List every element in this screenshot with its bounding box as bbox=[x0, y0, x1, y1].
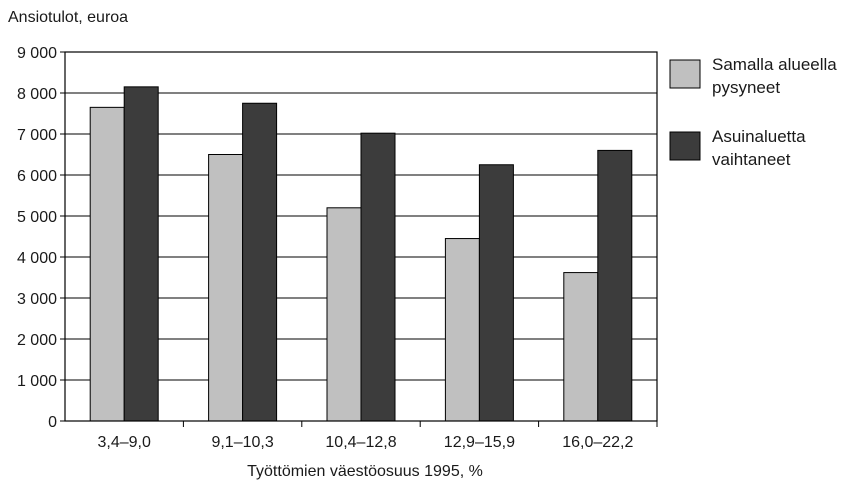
y-tick-label: 0 bbox=[48, 414, 57, 431]
y-axis-title: Ansiotulot, euroa bbox=[8, 9, 128, 26]
y-tick-label: 9 000 bbox=[17, 45, 57, 62]
y-tick-label: 5 000 bbox=[17, 209, 57, 226]
y-tick-label: 4 000 bbox=[17, 250, 57, 267]
x-axis-ticks: 3,4–9,0 9,1–10,3 10,4–12,8 12,9–15,9 16,0–22… bbox=[98, 421, 658, 451]
x-tick-label: 9,1–10,3 bbox=[211, 434, 273, 451]
legend-label: Samalla alueella bbox=[712, 55, 837, 74]
x-tick-label: 10,4–12,8 bbox=[325, 434, 396, 451]
plot-frame bbox=[64, 51, 658, 422]
bar bbox=[242, 102, 278, 422]
bar bbox=[89, 106, 125, 422]
legend-label: Asuinaluetta bbox=[712, 127, 806, 146]
bar bbox=[444, 238, 480, 422]
legend: Samalla alueella pysyneet Asuinaluetta vaih… bbox=[669, 55, 837, 169]
y-axis-ticks: 0 1 000 2 000 3 000 4 000 5 000 6 000 7 000 8 00… bbox=[17, 45, 65, 431]
y-tick-label: 2 000 bbox=[17, 332, 57, 349]
y-tick-label: 1 000 bbox=[17, 373, 57, 390]
bar bbox=[597, 149, 633, 422]
x-tick-label: 12,9–15,9 bbox=[444, 434, 515, 451]
x-tick-label: 16,0–22,2 bbox=[562, 434, 633, 451]
bar bbox=[326, 207, 362, 422]
legend-label: pysyneet bbox=[712, 78, 780, 97]
x-axis-title: Työttömien väestöosuus 1995, % bbox=[247, 463, 483, 480]
legend-label: vaihtaneet bbox=[712, 150, 791, 169]
bar bbox=[478, 164, 514, 422]
legend-swatch bbox=[669, 59, 701, 89]
bar bbox=[563, 272, 599, 422]
y-tick-label: 8 000 bbox=[17, 86, 57, 103]
legend-swatch bbox=[669, 131, 701, 161]
bar bbox=[208, 154, 244, 422]
y-tick-label: 3 000 bbox=[17, 291, 57, 308]
bars bbox=[89, 86, 633, 422]
y-tick-label: 6 000 bbox=[17, 168, 57, 185]
x-tick-label: 3,4–9,0 bbox=[98, 434, 151, 451]
y-tick-label: 7 000 bbox=[17, 127, 57, 144]
bar bbox=[123, 86, 159, 422]
bar bbox=[360, 132, 396, 422]
